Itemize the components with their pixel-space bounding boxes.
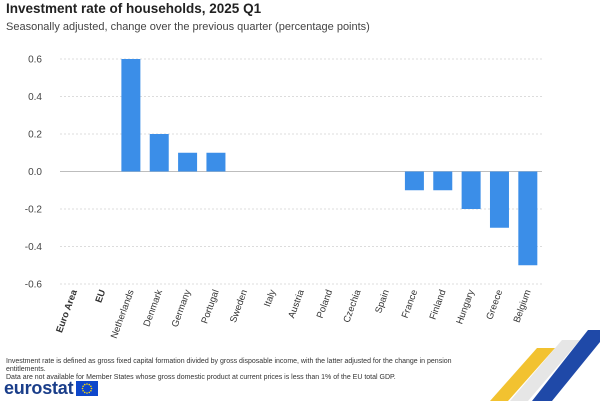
footnote-availability: Data are not available for Member States… xyxy=(6,374,396,382)
x-tick-label: Poland xyxy=(315,288,335,320)
x-tick-label: Sweden xyxy=(228,288,250,324)
bar xyxy=(518,171,538,266)
chart-title: Investment rate of households, 2025 Q1 xyxy=(6,1,262,16)
bar xyxy=(206,152,226,172)
x-tick-label: Finland xyxy=(428,288,449,321)
x-tick-label: Greece xyxy=(484,288,505,321)
x-tick-label: Belgium xyxy=(512,288,534,324)
y-tick-label: 0.6 xyxy=(28,55,42,66)
y-tick-label: 0.4 xyxy=(28,92,42,103)
x-tick-label: Austria xyxy=(286,288,307,320)
y-tick-label: -0.6 xyxy=(25,280,43,291)
bar xyxy=(433,171,453,191)
bar xyxy=(461,171,481,209)
bar xyxy=(404,171,424,191)
x-tick-label: Czechia xyxy=(341,288,363,325)
chart-subtitle: Seasonally adjusted, change over the pre… xyxy=(6,21,370,33)
eurostat-logo: eurostat xyxy=(4,378,99,399)
x-tick-label: Portugal xyxy=(199,288,221,325)
footnotes: Investment rate is defined as gross fixe… xyxy=(6,358,476,383)
y-tick-label: 0.0 xyxy=(28,167,42,178)
bar-chart: 0.6 0.4 0.2 0.0 -0.2 -0.4 -0.6 Euro Area EU Nethe… xyxy=(25,55,542,340)
x-tick-label: France xyxy=(400,288,420,320)
x-tick-label: Italy xyxy=(262,288,278,308)
x-tick-label: Denmark xyxy=(142,288,166,328)
bar xyxy=(178,152,198,172)
eu-flag-icon xyxy=(76,381,99,396)
x-tick-label: EU xyxy=(93,288,108,304)
x-tick-label: Euro Area xyxy=(54,288,80,335)
footnote-definition: Investment rate is defined as gross fixe… xyxy=(6,358,452,374)
bar xyxy=(121,59,141,172)
x-tick-label: Germany xyxy=(170,288,194,329)
x-tick-label: Netherlands xyxy=(109,288,137,340)
x-tick-label: Hungary xyxy=(454,288,477,326)
x-tick-label: Spain xyxy=(373,288,392,315)
bar xyxy=(149,134,169,172)
y-tick-label: 0.2 xyxy=(28,130,42,141)
corner-decoration xyxy=(490,330,600,401)
logo-wordmark: eurostat xyxy=(4,378,74,398)
bar xyxy=(489,171,509,228)
y-tick-label: -0.2 xyxy=(25,205,43,216)
y-tick-label: -0.4 xyxy=(25,242,43,253)
